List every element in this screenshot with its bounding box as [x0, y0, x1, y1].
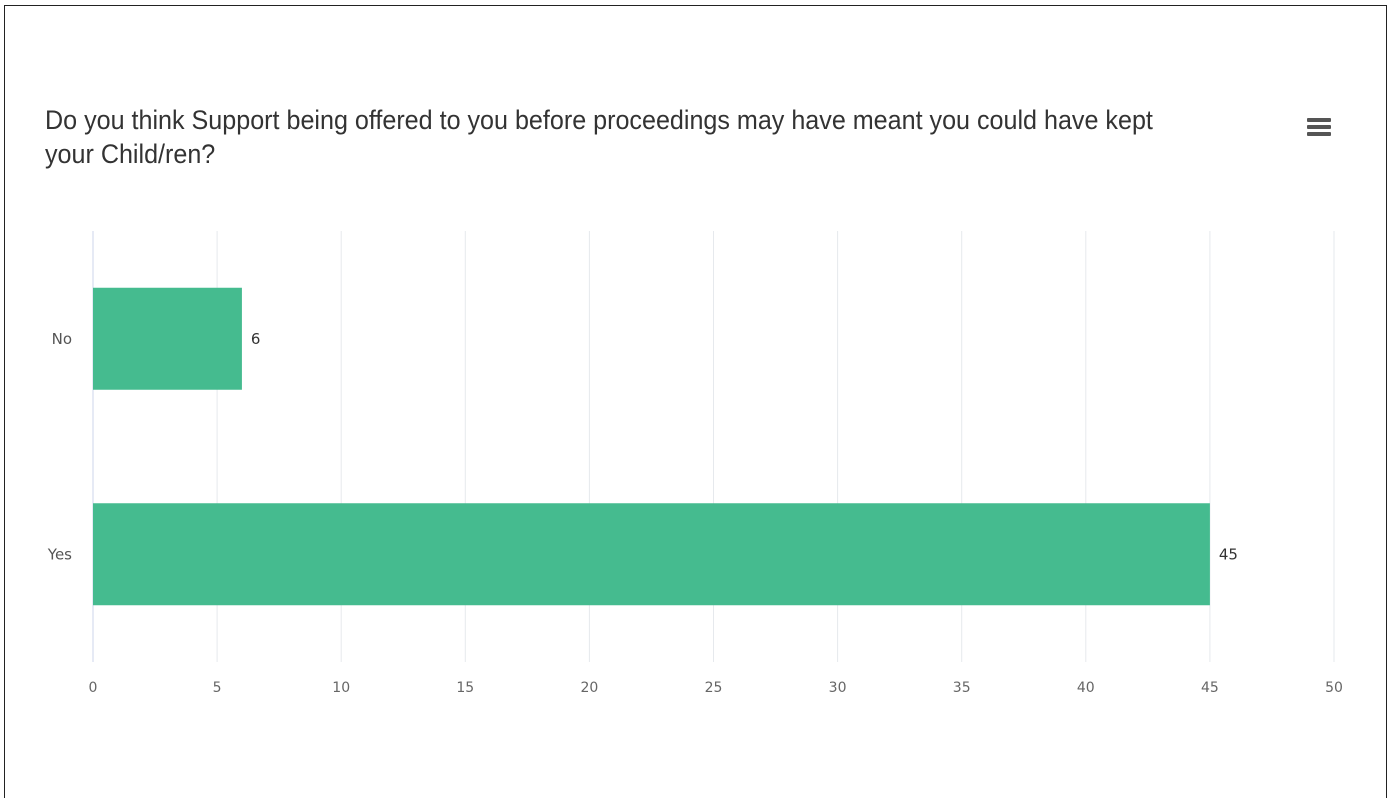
data-label: 45	[1219, 545, 1238, 563]
bars	[93, 287, 1210, 606]
x-tick-label: 10	[332, 680, 350, 696]
data-label: 6	[251, 330, 261, 348]
hamburger-menu-icon[interactable]	[1300, 112, 1334, 142]
chart-container	[4, 5, 1387, 798]
category-label: No	[52, 330, 72, 348]
labels: 0 5 10 15 20 25 30 35 40 45 50 No 6 Yes 45	[47, 330, 1343, 696]
x-tick-label: 25	[705, 680, 723, 696]
x-tick-label: 40	[1077, 680, 1095, 696]
x-tick-label: 50	[1325, 680, 1343, 696]
category-label: Yes	[47, 545, 72, 563]
bar-no	[93, 287, 242, 390]
x-tick-label: 20	[580, 680, 598, 696]
x-tick-label: 30	[829, 680, 847, 696]
chart-title: Do you think Support being offered to yo…	[45, 105, 1153, 169]
x-tick-label: 35	[953, 680, 971, 696]
x-tick-label: 15	[456, 680, 474, 696]
x-tick-label: 0	[89, 680, 98, 696]
x-tick-label: 5	[213, 680, 222, 696]
bar-yes	[93, 503, 1210, 606]
x-tick-label: 45	[1201, 680, 1219, 696]
